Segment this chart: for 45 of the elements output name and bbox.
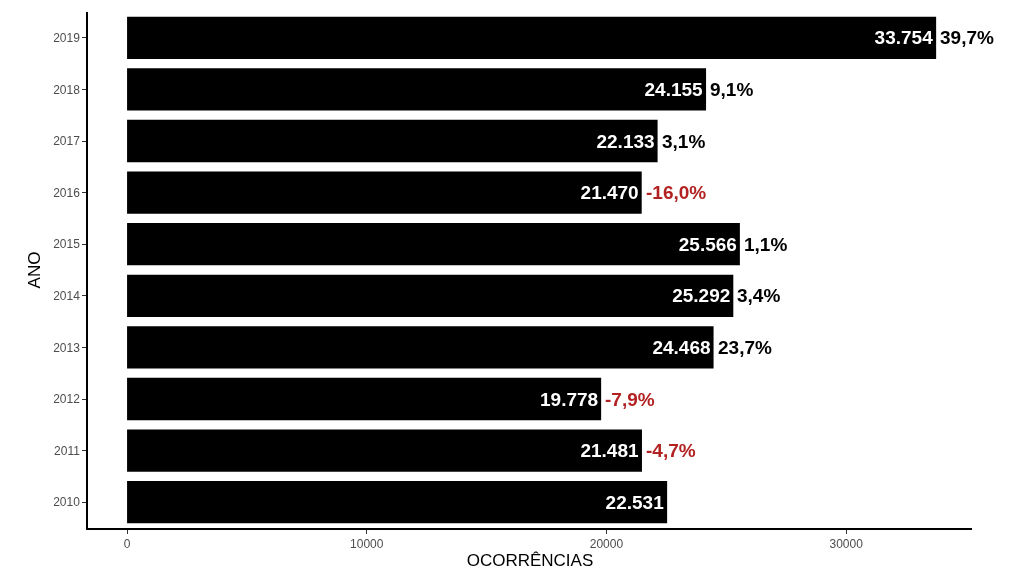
y-tick-label: 2010: [53, 495, 81, 510]
x-tick-label: 30000: [829, 537, 864, 552]
y-tick-label: 2016: [53, 185, 81, 200]
bar: [127, 481, 668, 524]
bar: [127, 377, 602, 421]
data-label: 21.481: [580, 440, 639, 462]
y-tick-label: 2014: [53, 289, 81, 303]
data-label: 25.292: [672, 285, 731, 307]
bar: [127, 119, 658, 163]
y-tick-label: 2018: [53, 82, 81, 97]
data-label: 22.531: [605, 491, 665, 513]
data-label: 24.468: [652, 336, 711, 358]
x-tick-label: 20000: [589, 537, 624, 552]
data-label: 24.155: [644, 78, 704, 100]
x-tick-label: 0: [123, 537, 131, 552]
bar: [127, 326, 714, 369]
bar: [127, 274, 734, 317]
annotation: -4,7%: [646, 440, 696, 461]
y-tick-label: 2019: [53, 31, 81, 45]
x-tick-label: 10000: [350, 537, 384, 552]
annotation: 3,4%: [737, 285, 781, 306]
annotation: 39,7%: [940, 27, 994, 48]
bar: [127, 16, 937, 59]
bar: [127, 223, 740, 266]
annotation: 23,7%: [718, 337, 772, 358]
annotation: 1,1%: [744, 234, 788, 255]
annotation: -16,0%: [646, 182, 707, 203]
data-label: 21.470: [580, 182, 639, 204]
y-axis-title: ANO: [25, 251, 45, 289]
data-label: 25.566: [678, 233, 737, 255]
bar: [127, 68, 707, 111]
data-label: 33.754: [874, 27, 934, 49]
y-tick-label: 2012: [53, 392, 81, 407]
annotation: -7,9%: [605, 389, 655, 410]
data-label: 22.133: [596, 130, 655, 152]
y-tick-label: 2017: [53, 134, 81, 149]
data-label: 19.778: [540, 388, 599, 410]
y-tick-label: 2015: [53, 237, 81, 252]
annotation: 3,1%: [662, 131, 706, 152]
annotation: 9,1%: [710, 79, 754, 100]
x-axis-title: OCORRÊNCIAS: [466, 551, 594, 571]
bar: [127, 429, 642, 472]
y-tick-label: 2011: [54, 443, 81, 458]
y-tick-label: 2013: [53, 340, 81, 355]
bar: [127, 171, 642, 214]
